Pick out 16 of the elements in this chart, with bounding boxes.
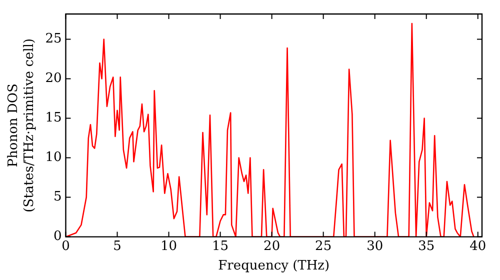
- y-tick-label: 10: [45, 150, 62, 166]
- x-tick-label: 10: [160, 238, 178, 254]
- y-tick-label: 0: [53, 229, 62, 244]
- y-axis-title: Phonon DOS (States/THz·primitive cell): [6, 38, 37, 212]
- x-tick-label: 35: [418, 238, 435, 254]
- x-tick-label: 15: [212, 238, 229, 254]
- x-tick-label: 30: [366, 238, 384, 254]
- x-tick-label: 40: [470, 238, 486, 254]
- y-tick-label: 25: [45, 32, 62, 47]
- x-tick-label: 20: [264, 238, 280, 254]
- y-tick-label: 5: [53, 190, 62, 205]
- x-tick-label: 5: [113, 238, 122, 254]
- y-tick-label: 20: [45, 71, 62, 86]
- x-tick-label: 25: [315, 238, 332, 254]
- y-tick-label: 15: [45, 110, 62, 126]
- x-axis-title: Frequency (THz): [218, 258, 330, 274]
